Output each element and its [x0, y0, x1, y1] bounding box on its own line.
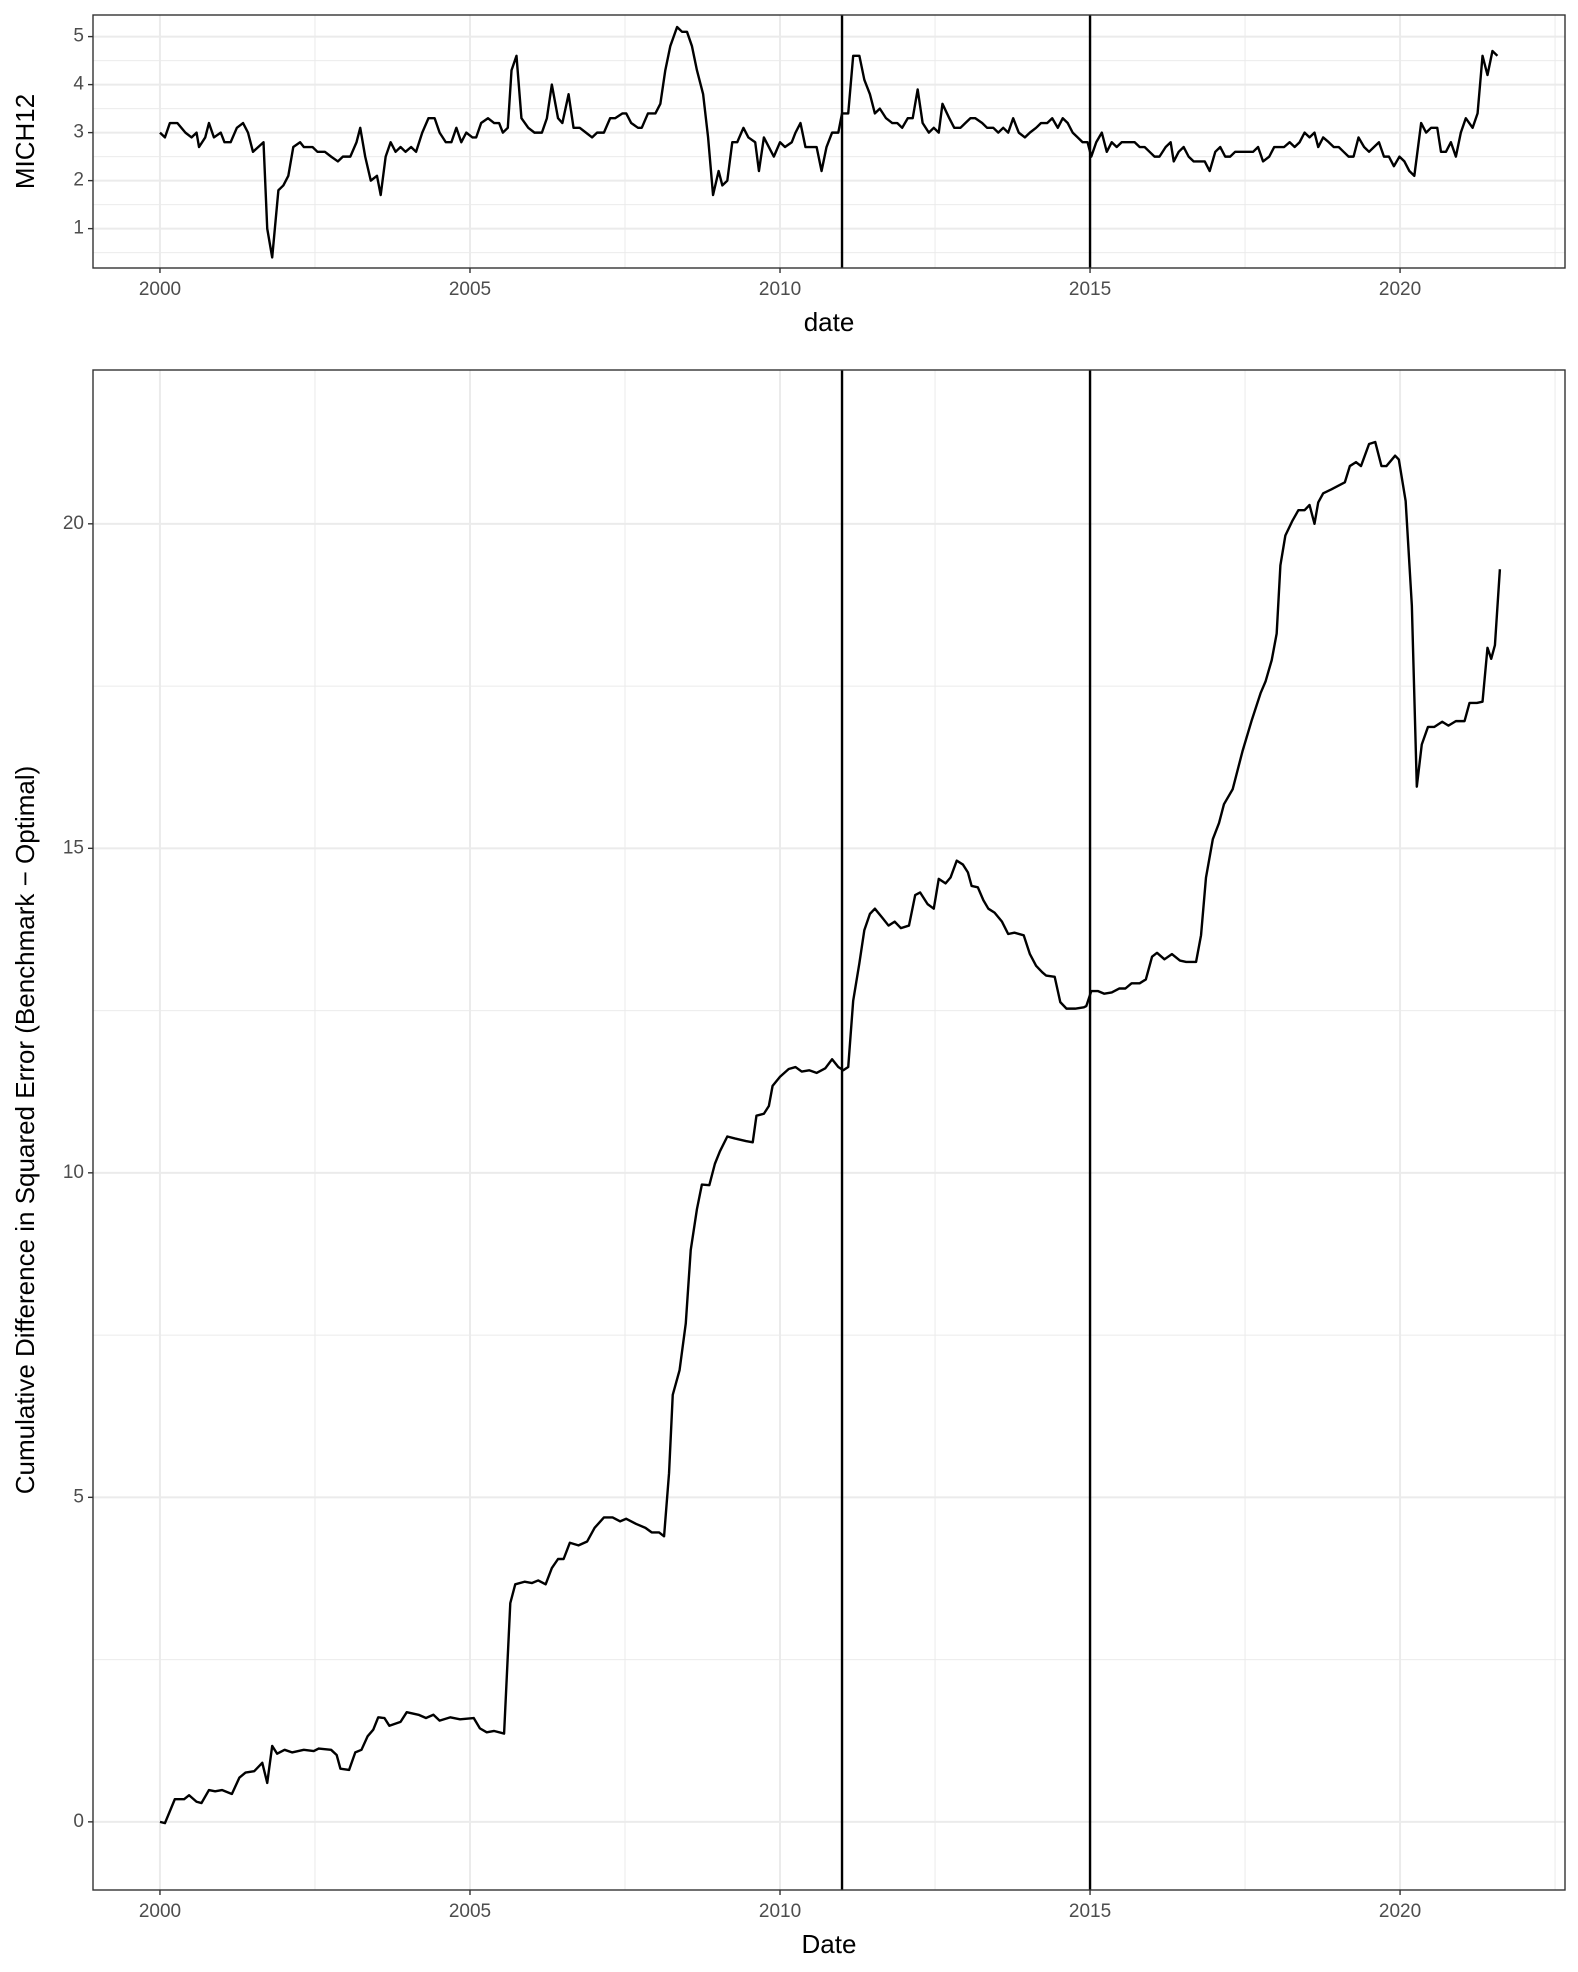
panel-background [93, 370, 1565, 1890]
x-tick-label: 2005 [449, 1901, 491, 1922]
y-tick-label: 5 [73, 1486, 84, 1507]
panel [93, 370, 1565, 1890]
x-tick-label: 2010 [759, 1901, 801, 1922]
x-tick-label: 2020 [1379, 279, 1421, 300]
x-tick-label: 2010 [759, 279, 801, 300]
x-tick-label: 2020 [1379, 1901, 1421, 1922]
y-tick-label: 4 [73, 74, 84, 95]
panel [93, 15, 1565, 268]
x-axis-title: date [804, 307, 855, 337]
y-tick-label: 3 [73, 122, 84, 143]
x-tick-label: 2015 [1069, 1901, 1111, 1922]
y-tick-label: 15 [63, 837, 84, 858]
x-tick-label: 2005 [449, 279, 491, 300]
y-tick-label: 1 [73, 218, 84, 239]
data-line [159, 440, 1502, 1825]
y-tick-label: 20 [63, 513, 84, 534]
y-axis-title: Cumulative Difference in Squared Error (… [10, 766, 40, 1495]
y-tick-label: 10 [63, 1162, 84, 1183]
y-tick-label: 0 [73, 1811, 84, 1832]
x-tick-label: 2015 [1069, 279, 1111, 300]
y-tick-label: 2 [73, 170, 84, 191]
panel-border [92, 369, 1566, 1891]
x-tick-label: 2000 [139, 279, 181, 300]
x-tick-label: 2000 [139, 1901, 181, 1922]
y-axis-title: MICH12 [10, 94, 40, 189]
y-tick-label: 5 [73, 26, 84, 47]
x-axis-title: Date [802, 1929, 857, 1959]
data-line [159, 25, 1499, 259]
panel-border [92, 14, 1566, 269]
